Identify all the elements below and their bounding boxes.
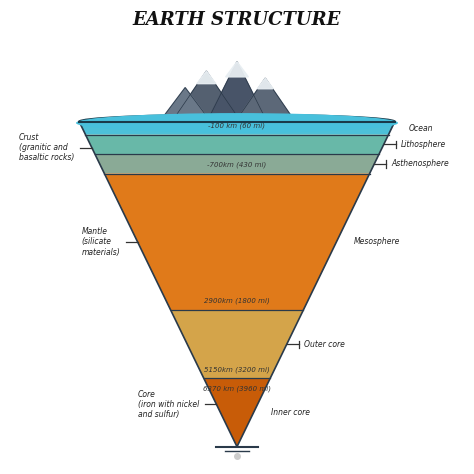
Text: Crust
(granitic and
basaltic rocks): Crust (granitic and basaltic rocks) [19,133,74,163]
Polygon shape [104,173,370,310]
Ellipse shape [79,115,395,128]
Polygon shape [79,121,395,135]
Text: 6370 km (3960 mi): 6370 km (3960 mi) [203,386,271,392]
Text: Mantle
(silicate
materials): Mantle (silicate materials) [82,227,120,257]
Polygon shape [204,378,270,447]
Polygon shape [95,154,379,173]
Text: Lithosphere: Lithosphere [401,140,447,149]
Text: EARTH STRUCTURE: EARTH STRUCTURE [133,11,341,29]
Polygon shape [176,71,237,116]
Text: 5150km (3200 mi): 5150km (3200 mi) [204,366,270,373]
Polygon shape [171,310,303,378]
Text: Outer core: Outer core [304,340,345,349]
Text: Asthenosphere: Asthenosphere [392,159,449,168]
Text: -100 km (60 mi): -100 km (60 mi) [209,122,265,129]
Polygon shape [164,88,206,116]
Text: 2900km (1800 mi): 2900km (1800 mi) [204,298,270,304]
Polygon shape [210,62,264,116]
Ellipse shape [76,113,398,133]
Text: Inner core: Inner core [271,408,310,417]
Polygon shape [226,62,248,77]
Text: Ocean: Ocean [409,124,434,133]
Text: Mesosphere: Mesosphere [354,237,400,246]
Polygon shape [197,71,216,84]
Polygon shape [257,78,273,89]
Text: -700km (430 mi): -700km (430 mi) [207,162,266,168]
Polygon shape [85,135,389,154]
Text: Core
(iron with nickel
and sulfur): Core (iron with nickel and sulfur) [138,390,199,419]
Polygon shape [239,78,291,116]
